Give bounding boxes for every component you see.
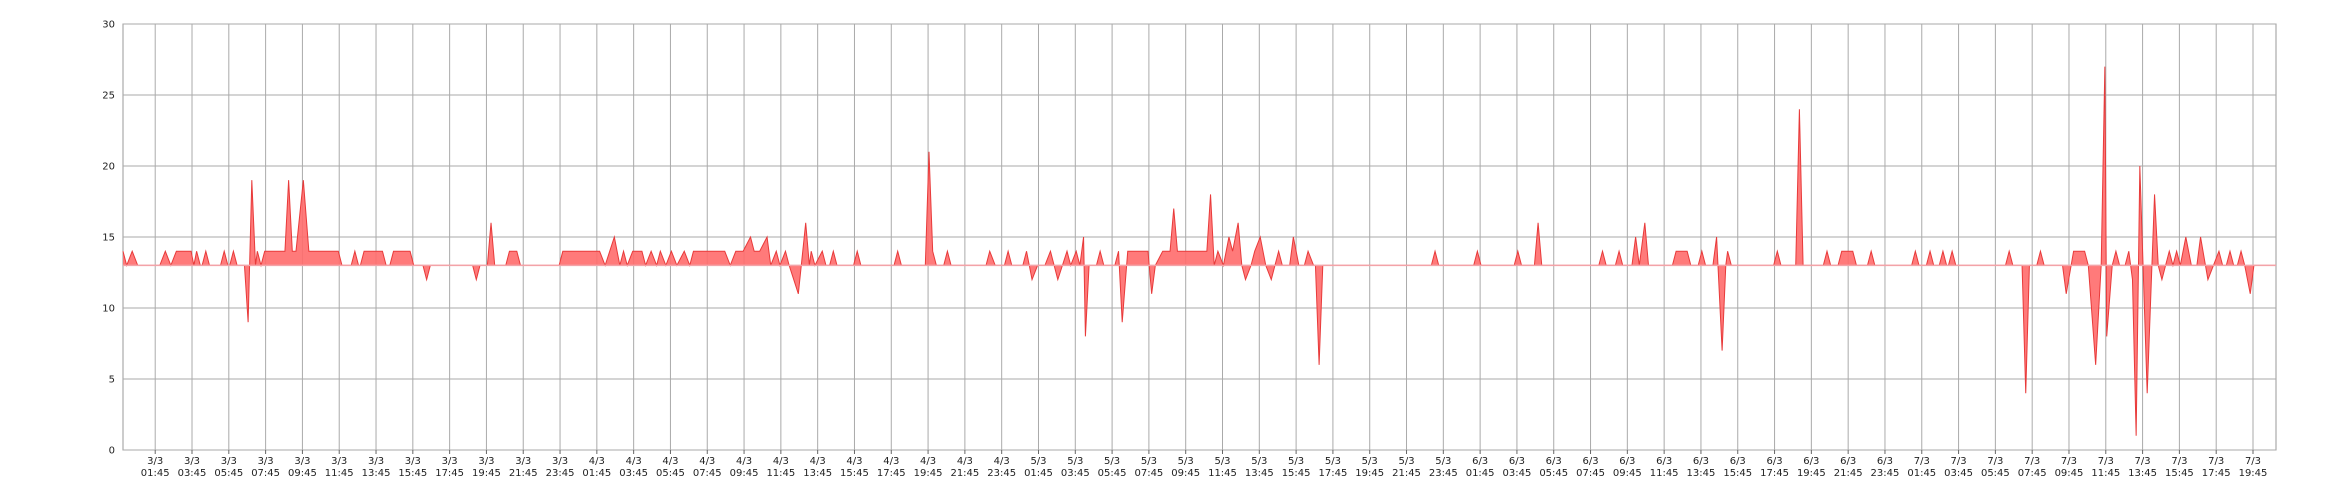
- x-tick-label: 4/3 13:45: [803, 456, 832, 479]
- y-tick-label: 5: [109, 375, 115, 386]
- x-tick-label: 5/3 05:45: [1098, 456, 1127, 479]
- x-tick-label: 7/3 07:45: [2018, 456, 2047, 479]
- x-tick-label: 5/3 01:45: [1024, 456, 1053, 479]
- x-tick-label: 3/3 01:45: [141, 456, 170, 479]
- x-tick-label: 5/3 23:45: [1429, 456, 1458, 479]
- x-tick-label: 3/3 17:45: [435, 456, 464, 479]
- x-tick-label: 6/3 01:45: [1466, 456, 1495, 479]
- x-tick-label: 5/3 15:45: [1282, 456, 1311, 479]
- x-tick-label: 3/3 15:45: [398, 456, 427, 479]
- x-tick-label: 4/3 01:45: [582, 456, 611, 479]
- x-tick-label: 7/3 03:45: [1944, 456, 1973, 479]
- x-tick-label: 6/3 07:45: [1576, 456, 1605, 479]
- x-tick-label: 4/3 11:45: [766, 456, 795, 479]
- x-tick-label: 7/3 11:45: [2091, 456, 2120, 479]
- x-tick-label: 5/3 03:45: [1061, 456, 1090, 479]
- x-tick-label: 6/3 09:45: [1613, 456, 1642, 479]
- x-tick-label: 3/3 03:45: [178, 456, 207, 479]
- x-tick-label: 4/3 07:45: [693, 456, 722, 479]
- x-tick-label: 5/3 09:45: [1171, 456, 1200, 479]
- x-tick-label: 4/3 19:45: [914, 456, 943, 479]
- x-tick-label: 4/3 15:45: [840, 456, 869, 479]
- y-tick-label: 30: [102, 20, 115, 31]
- y-tick-label: 0: [109, 446, 115, 457]
- x-tick-label: 4/3 09:45: [730, 456, 759, 479]
- x-tick-label: 7/3 05:45: [1981, 456, 2010, 479]
- x-tick-label: 6/3 11:45: [1650, 456, 1679, 479]
- y-tick-label: 20: [102, 162, 115, 173]
- x-tick-label: 6/3 17:45: [1760, 456, 1789, 479]
- y-tick-label: 15: [102, 233, 115, 244]
- x-tick-label: 7/3 13:45: [2128, 456, 2157, 479]
- x-tick-label: 3/3 23:45: [546, 456, 575, 479]
- x-tick-label: 6/3 21:45: [1834, 456, 1863, 479]
- x-tick-label: 7/3 01:45: [1907, 456, 1936, 479]
- x-tick-label: 5/3 11:45: [1208, 456, 1237, 479]
- x-tick-label: 7/3 19:45: [2239, 456, 2268, 479]
- x-tick-label: 6/3 13:45: [1687, 456, 1716, 479]
- x-tick-label: 6/3 03:45: [1503, 456, 1532, 479]
- x-tick-label: 7/3 09:45: [2055, 456, 2084, 479]
- x-tick-label: 4/3 21:45: [950, 456, 979, 479]
- x-tick-label: 6/3 19:45: [1797, 456, 1826, 479]
- x-tick-label: 5/3 13:45: [1245, 456, 1274, 479]
- x-tick-label: 6/3 23:45: [1871, 456, 1900, 479]
- x-tick-label: 3/3 09:45: [288, 456, 317, 479]
- x-tick-label: 5/3 07:45: [1134, 456, 1163, 479]
- y-tick-label: 10: [102, 304, 115, 315]
- x-tick-label: 3/3 21:45: [509, 456, 538, 479]
- x-tick-label: 6/3 05:45: [1539, 456, 1568, 479]
- y-tick-label: 25: [102, 91, 115, 102]
- x-tick-label: 5/3 21:45: [1392, 456, 1421, 479]
- x-tick-label: 4/3 23:45: [987, 456, 1016, 479]
- x-tick-label: 6/3 15:45: [1723, 456, 1752, 479]
- x-tick-label: 7/3 17:45: [2202, 456, 2231, 479]
- x-tick-label: 3/3 13:45: [362, 456, 391, 479]
- x-tick-label: 3/3 11:45: [325, 456, 354, 479]
- x-tick-label: 5/3 17:45: [1318, 456, 1347, 479]
- x-tick-label: 3/3 19:45: [472, 456, 501, 479]
- x-tick-label: 3/3 05:45: [214, 456, 243, 479]
- x-tick-label: 4/3 17:45: [877, 456, 906, 479]
- x-tick-label: 3/3 07:45: [251, 456, 280, 479]
- x-tick-label: 4/3 03:45: [619, 456, 648, 479]
- x-tick-label: 7/3 15:45: [2165, 456, 2194, 479]
- x-tick-label: 4/3 05:45: [656, 456, 685, 479]
- x-tick-label: 5/3 19:45: [1355, 456, 1384, 479]
